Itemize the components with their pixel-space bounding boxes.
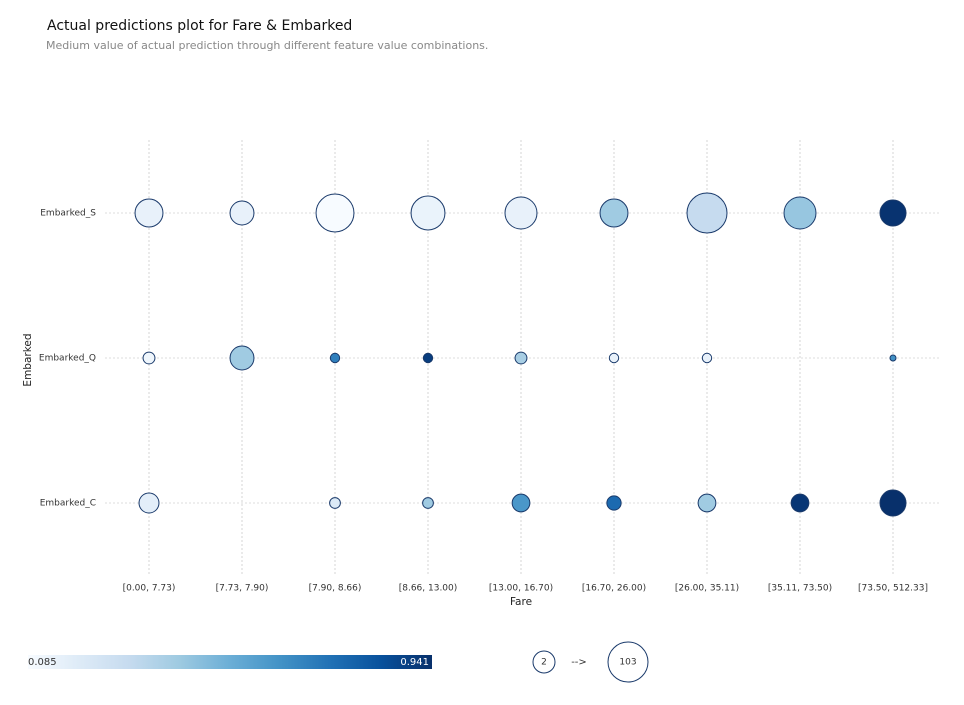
y-tick-label: Embarked_C xyxy=(40,499,96,509)
chart-subtitle: Medium value of actual prediction throug… xyxy=(46,39,488,52)
bubble xyxy=(701,352,713,364)
size-legend-max-label: 103 xyxy=(619,658,636,668)
bubble xyxy=(138,492,160,514)
x-tick-label: [0.00, 7.73) xyxy=(123,584,176,594)
bubble xyxy=(889,354,897,362)
bubble xyxy=(329,497,341,509)
y-tick-label: Embarked_S xyxy=(40,209,96,219)
bubble xyxy=(511,493,531,513)
colorbar-max-label: 0.941 xyxy=(400,657,429,668)
bubble xyxy=(134,198,164,228)
bubble xyxy=(697,493,717,513)
bubble xyxy=(599,198,629,228)
y-axis-label: Embarked xyxy=(22,333,34,386)
y-tick-label: Embarked_Q xyxy=(39,354,96,364)
bubble xyxy=(315,193,355,233)
bubble xyxy=(606,495,622,511)
bubble xyxy=(229,345,255,371)
x-tick-label: [73.50, 512.33] xyxy=(858,584,928,594)
bubble xyxy=(879,489,907,517)
colorbar-min-label: 0.085 xyxy=(28,657,57,668)
bubble xyxy=(422,497,434,509)
bubble xyxy=(783,196,817,230)
bubble xyxy=(504,196,538,230)
bubble xyxy=(514,351,528,365)
bubble xyxy=(142,351,156,365)
bubble xyxy=(608,352,620,364)
bubble xyxy=(329,352,341,364)
x-axis-label: Fare xyxy=(510,596,532,608)
bubble xyxy=(410,195,446,231)
x-tick-label: [7.90, 8.66) xyxy=(309,584,362,594)
chart-title: Actual predictions plot for Fare & Embar… xyxy=(47,18,352,34)
x-tick-label: [7.73, 7.90) xyxy=(216,584,269,594)
colorbar xyxy=(28,655,432,669)
size-legend-arrow: --> xyxy=(571,657,587,668)
bubble xyxy=(686,192,728,234)
x-tick-label: [16.70, 26.00) xyxy=(582,584,646,594)
bubble xyxy=(229,200,255,226)
size-legend-max xyxy=(607,641,649,683)
size-legend-min xyxy=(532,650,556,674)
bubble xyxy=(790,493,810,513)
x-tick-label: [35.11, 73.50) xyxy=(768,584,832,594)
bubble xyxy=(422,352,434,364)
x-tick-label: [26.00, 35.11) xyxy=(675,584,739,594)
x-tick-label: [13.00, 16.70) xyxy=(489,584,553,594)
x-tick-label: [8.66, 13.00) xyxy=(399,584,458,594)
bubble xyxy=(879,199,907,227)
size-legend-min-label: 2 xyxy=(541,658,547,668)
